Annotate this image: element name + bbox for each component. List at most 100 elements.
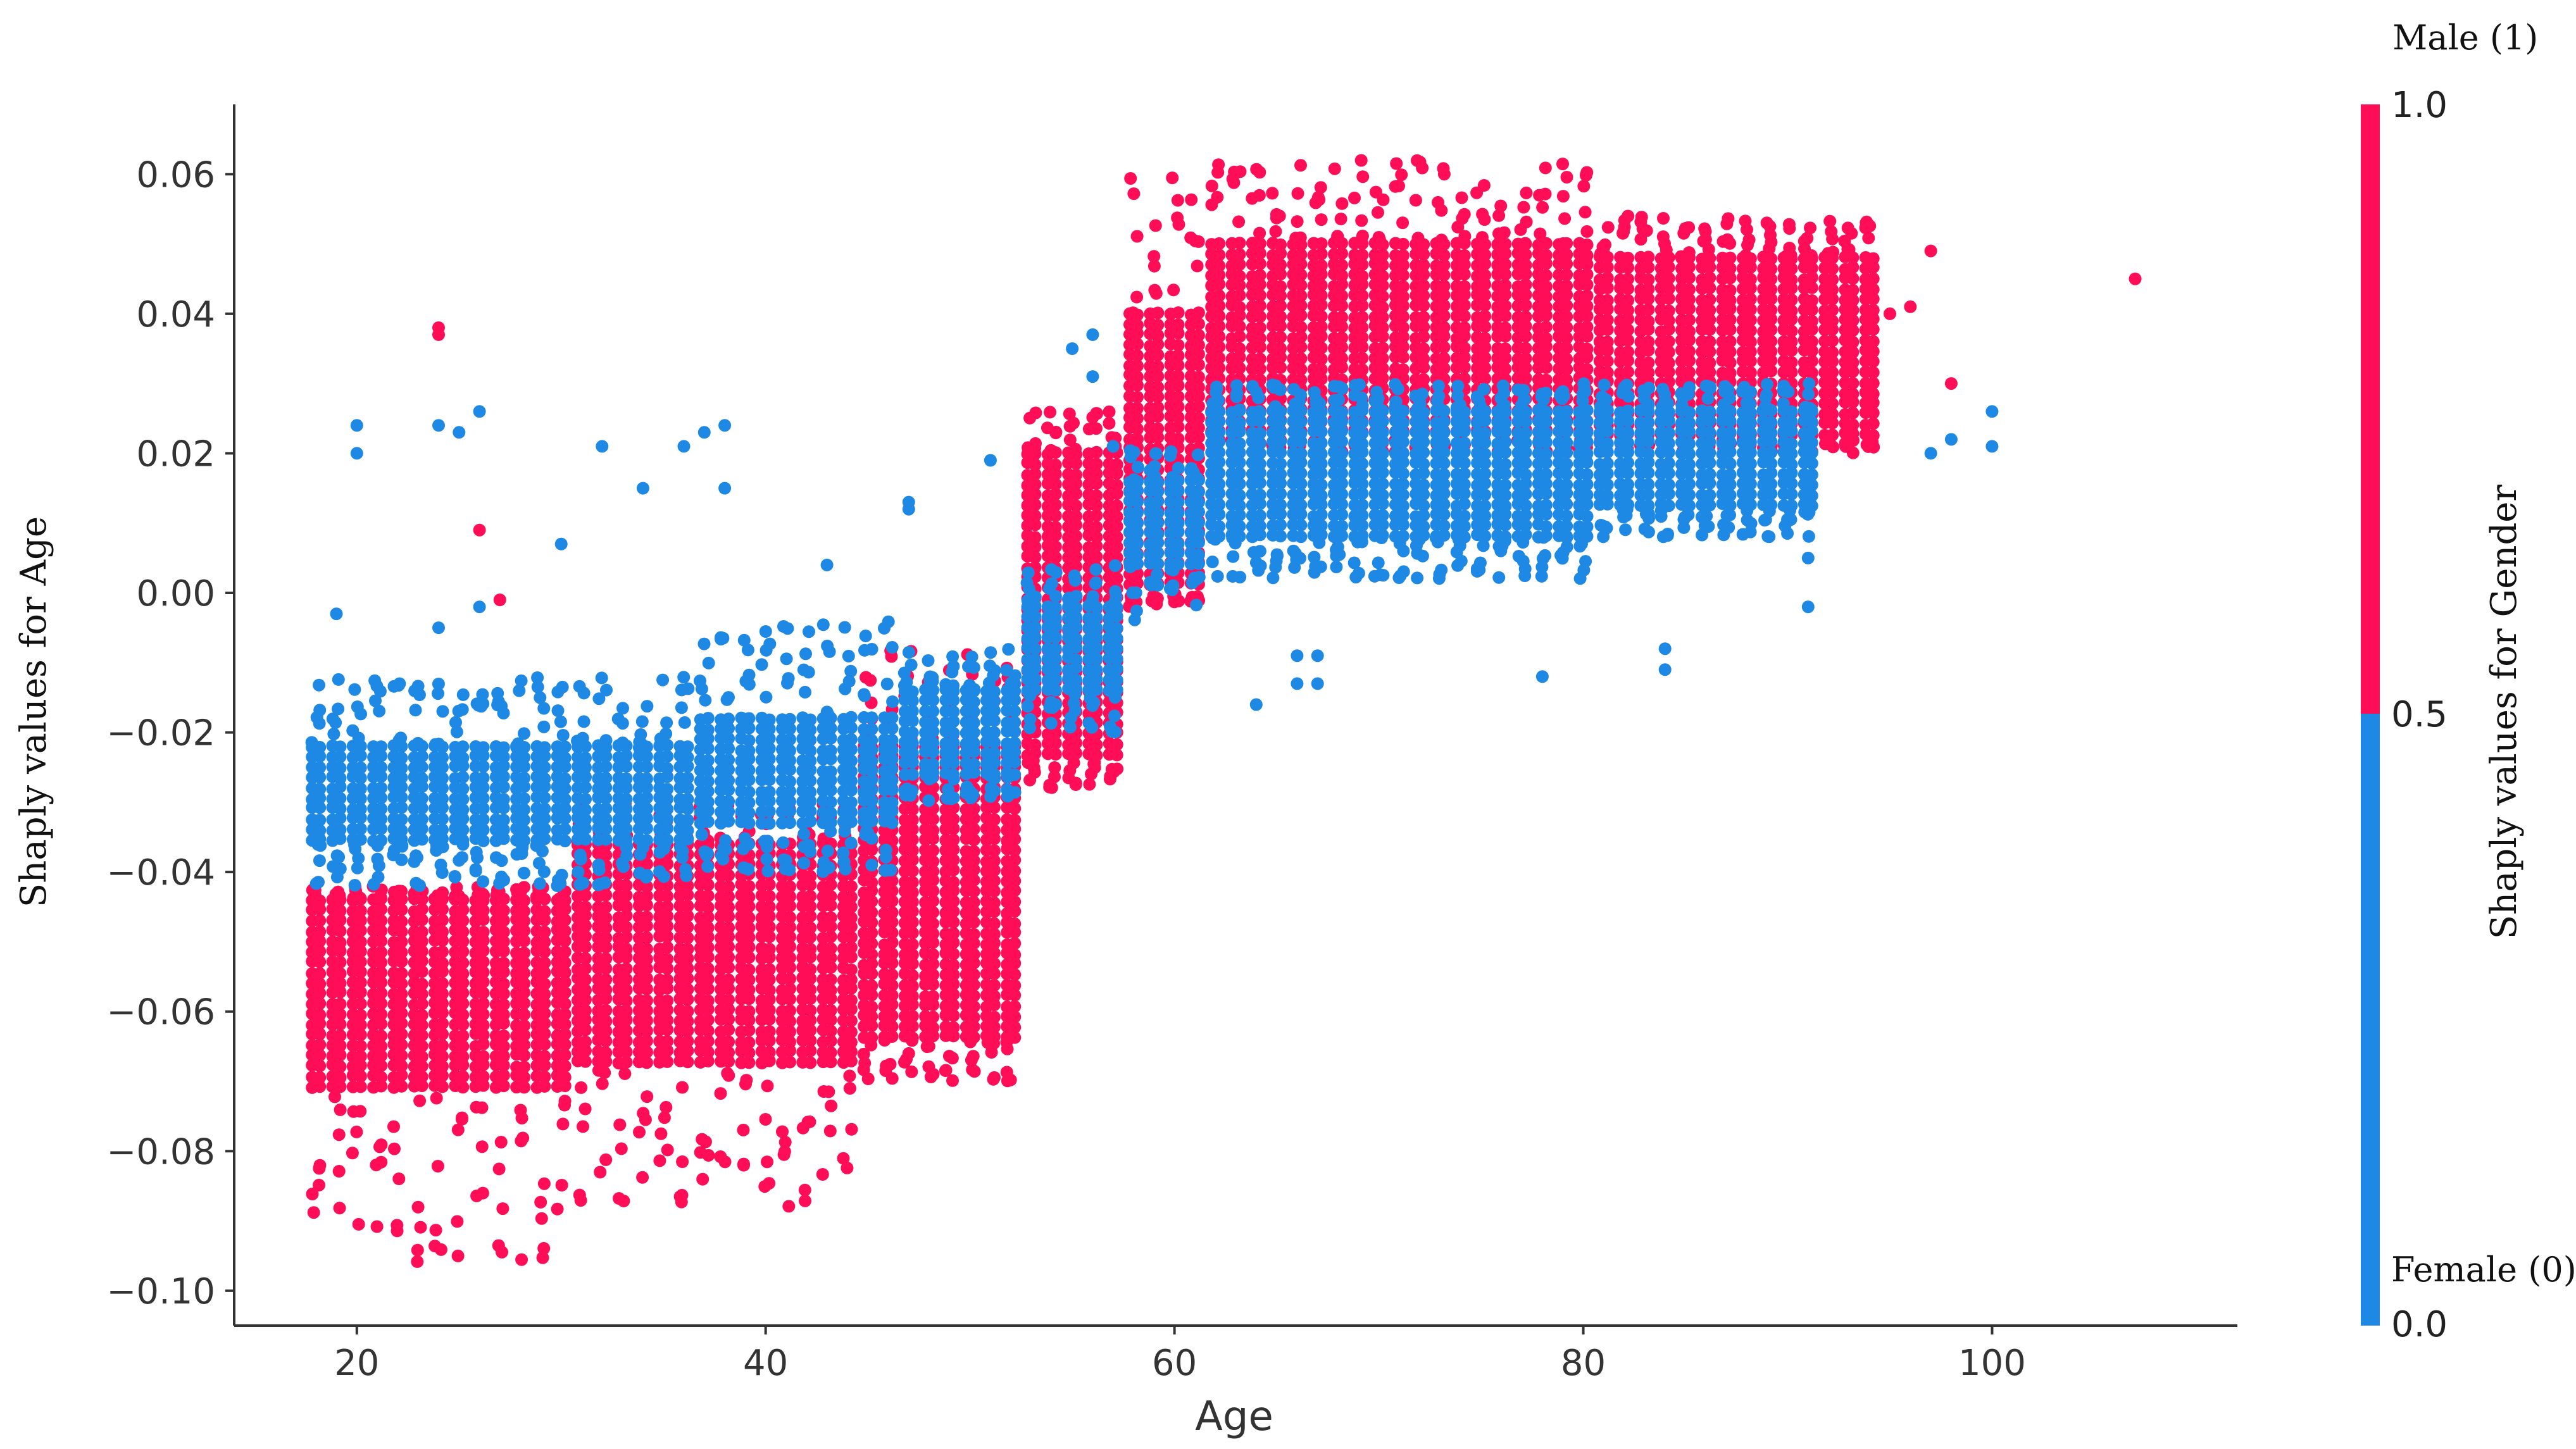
male-point — [804, 900, 817, 913]
male-point — [579, 1023, 592, 1036]
male-point — [579, 1004, 592, 1017]
female-point — [784, 733, 796, 746]
male-point — [1131, 338, 1144, 351]
male-point — [395, 1038, 408, 1052]
male-point — [845, 1123, 858, 1136]
male-point — [947, 1009, 960, 1022]
male-point — [824, 920, 837, 933]
female-point — [531, 680, 544, 693]
male-point — [613, 1118, 627, 1131]
male-point — [1131, 359, 1144, 373]
male-point — [843, 1082, 856, 1095]
female-point — [676, 845, 689, 858]
male-point — [1294, 159, 1307, 172]
male-point — [885, 650, 898, 663]
male-point — [1703, 345, 1716, 358]
male-point — [987, 832, 1001, 845]
male-point — [885, 979, 899, 992]
male-point — [518, 924, 531, 937]
male-point — [824, 951, 837, 964]
male-point — [334, 904, 347, 917]
male-point — [804, 878, 817, 892]
male-point — [497, 1079, 510, 1093]
male-point — [620, 973, 633, 986]
male-point — [579, 888, 592, 902]
male-point — [395, 1017, 408, 1030]
male-point — [415, 1070, 428, 1083]
male-point — [1396, 351, 1410, 364]
male-point — [497, 1040, 510, 1053]
male-point — [681, 1055, 694, 1069]
female-point — [760, 840, 773, 854]
female-point — [592, 858, 605, 871]
male-point — [334, 955, 347, 969]
male-point — [1376, 330, 1389, 343]
male-point — [415, 1040, 428, 1053]
male-point-outlier — [1924, 244, 1937, 258]
male-point — [641, 1090, 654, 1104]
male-point — [1560, 171, 1573, 183]
male-point-outlier — [473, 523, 486, 537]
male-point — [761, 1155, 773, 1169]
male-point — [1785, 262, 1798, 275]
male-point — [395, 997, 408, 1010]
male-point — [415, 978, 428, 991]
male-point — [1805, 303, 1818, 316]
female-point — [411, 737, 425, 750]
male-point — [395, 935, 408, 948]
male-point — [1662, 292, 1675, 305]
male-point — [1396, 216, 1410, 230]
female-point — [885, 641, 899, 654]
male-point — [1227, 176, 1241, 189]
male-point — [1335, 361, 1348, 374]
female-point — [352, 731, 365, 745]
male-point — [844, 931, 858, 944]
male-point — [1029, 518, 1042, 532]
male-point — [1087, 757, 1101, 771]
female-point — [436, 812, 449, 826]
male-point — [415, 945, 428, 958]
male-points — [306, 154, 2142, 1268]
male-point — [885, 988, 899, 1002]
male-point — [1437, 162, 1450, 175]
male-point — [1172, 359, 1185, 372]
female-point — [415, 780, 428, 793]
male-point — [661, 1023, 674, 1036]
female-point — [760, 690, 773, 704]
male-point — [906, 926, 919, 940]
male-point — [328, 1090, 341, 1104]
male-point — [947, 988, 960, 1001]
male-point — [334, 924, 347, 938]
male-point — [967, 874, 980, 886]
male-point — [784, 973, 796, 985]
male-point — [865, 884, 878, 897]
male-point — [436, 914, 449, 927]
male-point — [701, 1054, 715, 1067]
female-point — [701, 847, 714, 860]
male-point — [947, 854, 960, 867]
male-point — [477, 997, 490, 1011]
male-point — [558, 986, 572, 999]
male-point — [1846, 261, 1860, 274]
male-point — [804, 1024, 817, 1037]
male-point — [1376, 258, 1389, 271]
female-point — [371, 839, 384, 852]
male-point — [1580, 330, 1594, 343]
male-point — [1354, 154, 1368, 167]
male-point — [1785, 293, 1798, 306]
male-point — [599, 940, 613, 954]
male-point — [334, 985, 347, 998]
male-point — [456, 935, 470, 948]
female-point — [695, 828, 708, 841]
female-point — [538, 750, 551, 763]
male-point — [661, 962, 674, 975]
male-point — [1458, 330, 1471, 343]
male-point — [681, 983, 694, 996]
male-point — [538, 945, 551, 959]
male-point — [967, 802, 980, 816]
female-point — [804, 774, 817, 787]
female-point — [784, 804, 796, 818]
male-point — [1110, 487, 1123, 501]
male-point — [1008, 926, 1022, 939]
female-point — [656, 673, 670, 687]
